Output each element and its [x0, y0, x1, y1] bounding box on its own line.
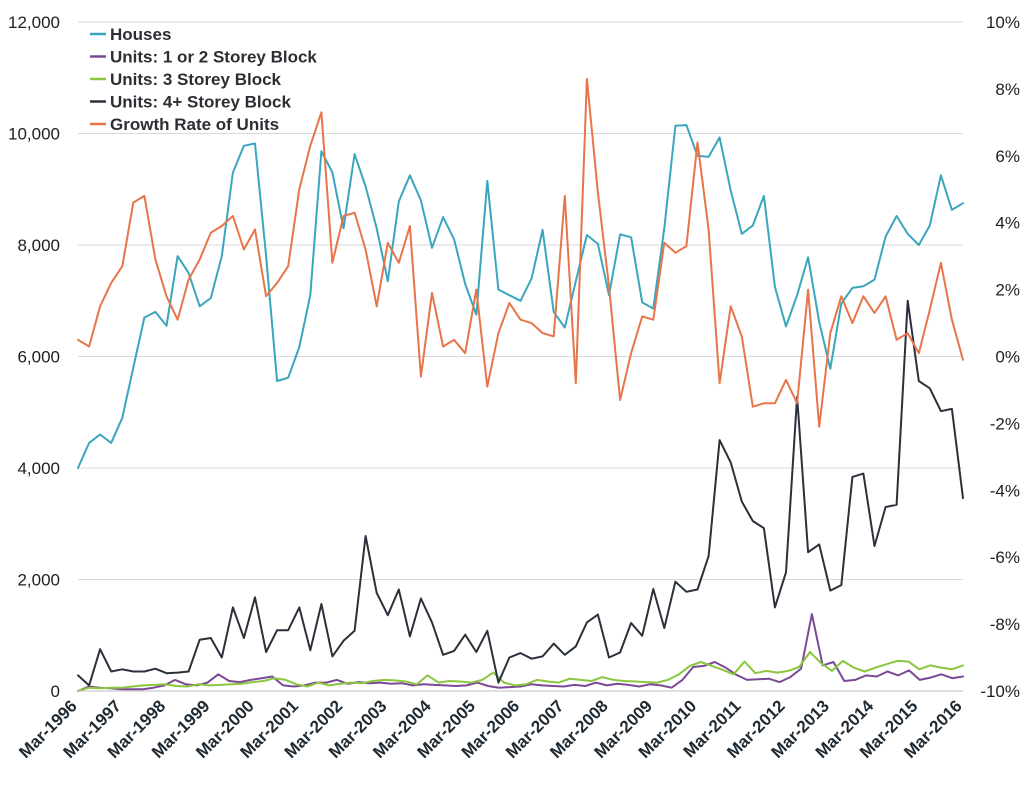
y-right-tick-label: -2% [990, 414, 1020, 433]
y-right-tick-label: -10% [980, 682, 1020, 701]
legend-label: Units: 3 Storey Block [110, 70, 282, 89]
y-right-tick-label: 4% [995, 214, 1020, 233]
series-line-growth-rate-of-units [77, 77, 964, 428]
y-right-tick-label: -4% [990, 481, 1020, 500]
gridlines [78, 21, 963, 580]
legend-label: Units: 1 or 2 Storey Block [110, 48, 317, 67]
y-left-tick-label: 10,000 [8, 125, 60, 144]
y-left-tick-label: 6,000 [17, 348, 60, 367]
y-right-tick-label: 10% [986, 13, 1020, 32]
legend-label: Growth Rate of Units [110, 115, 279, 134]
legend-item-units-1-or-2-storey-block: Units: 1 or 2 Storey Block [90, 48, 317, 67]
series-line-units-4-storey-block [77, 299, 964, 687]
y-left-tick-label: 12,000 [8, 13, 60, 32]
y-right-tick-label: 8% [995, 80, 1020, 99]
legend-item-units-4-storey-block: Units: 4+ Storey Block [90, 93, 291, 112]
y-left-tick-label: 4,000 [17, 459, 60, 478]
y-right-tick-label: 2% [995, 281, 1020, 300]
y-left-tick-label: 0 [51, 682, 60, 701]
series-line-units-3-storey-block [77, 651, 964, 692]
legend-item-units-3-storey-block: Units: 3 Storey Block [90, 70, 282, 89]
y-right-tick-label: 6% [995, 147, 1020, 166]
legend-label: Units: 4+ Storey Block [110, 93, 291, 112]
legend-label: Houses [110, 25, 171, 44]
legend-item-growth-rate-of-units: Growth Rate of Units [90, 115, 279, 134]
series-lines [77, 77, 964, 692]
y-left-tick-label: 8,000 [17, 236, 60, 255]
y-right-tick-label: 0% [995, 348, 1020, 367]
series-line-houses [77, 124, 964, 469]
legend-item-houses: Houses [90, 25, 171, 44]
y-right-tick-label: -6% [990, 548, 1020, 567]
legend: Houses Units: 1 or 2 Storey Block Units: 3… [90, 25, 317, 134]
series-line-units-1-or-2-storey-block [77, 613, 964, 692]
y-left-tick-label: 2,000 [17, 571, 60, 590]
y-right-tick-label: -8% [990, 615, 1020, 634]
